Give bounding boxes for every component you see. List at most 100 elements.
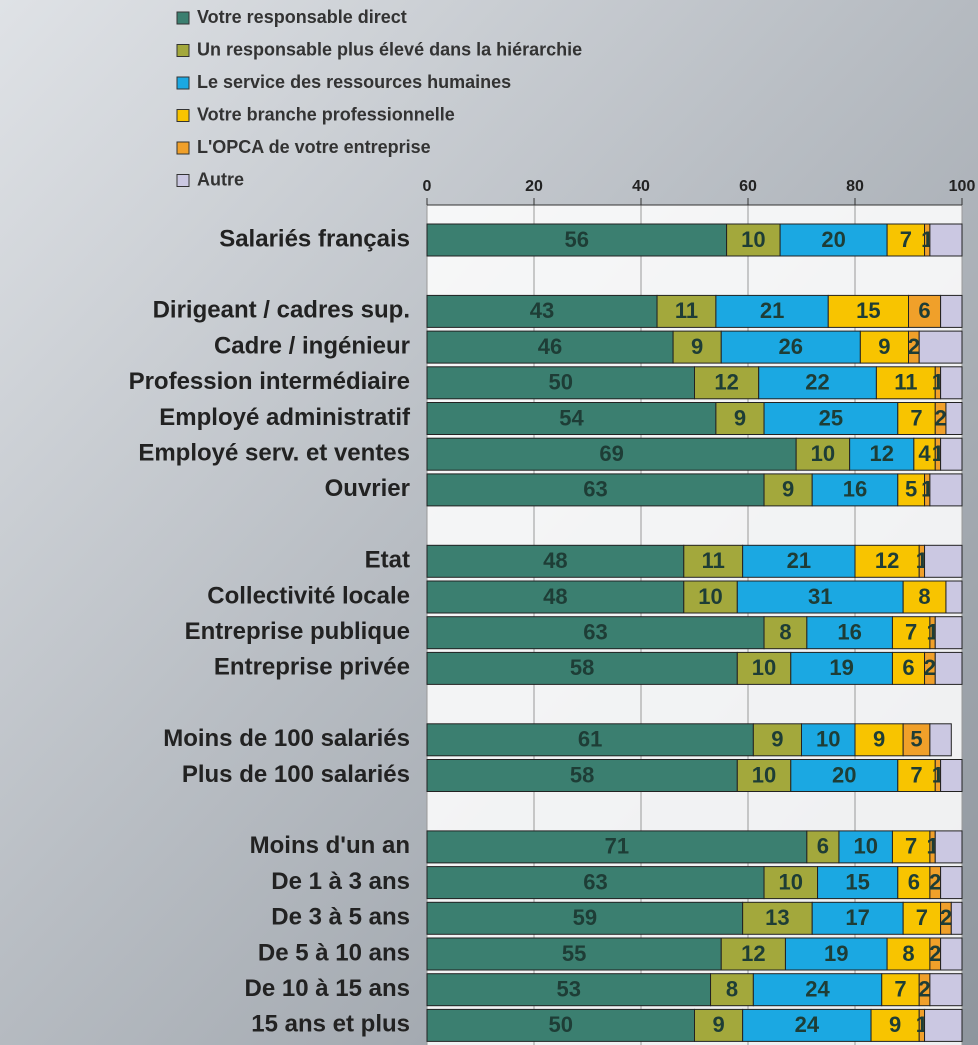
category-label: Employé administratif bbox=[159, 404, 411, 431]
value-label: 63 bbox=[583, 620, 607, 645]
value-label: 4 bbox=[918, 441, 931, 466]
value-label: 6 bbox=[902, 655, 914, 680]
category-label: Entreprise publique bbox=[185, 618, 410, 645]
bar-segment bbox=[946, 581, 962, 613]
value-label: 48 bbox=[543, 548, 567, 573]
category-label: Dirigeant / cadres sup. bbox=[153, 297, 410, 324]
category-label: Plus de 100 salariés bbox=[182, 761, 410, 788]
value-label: 56 bbox=[565, 227, 589, 252]
value-label: 7 bbox=[916, 905, 928, 930]
category-label: Etat bbox=[365, 547, 410, 574]
value-label: 21 bbox=[760, 298, 784, 323]
legend-swatch bbox=[177, 45, 189, 57]
value-label: 9 bbox=[691, 334, 703, 359]
value-label: 22 bbox=[805, 370, 829, 395]
bar-segment bbox=[930, 974, 962, 1006]
value-label: 12 bbox=[875, 548, 899, 573]
value-label: 7 bbox=[900, 227, 912, 252]
legend-swatch bbox=[177, 12, 189, 24]
value-label: 2 bbox=[929, 941, 941, 966]
category-label: De 5 à 10 ans bbox=[258, 939, 410, 966]
value-label: 16 bbox=[843, 477, 867, 502]
bar-segment bbox=[930, 474, 962, 506]
legend-label: Votre responsable direct bbox=[197, 7, 407, 27]
value-label: 19 bbox=[829, 655, 853, 680]
value-label: 24 bbox=[805, 977, 830, 1002]
legend-label: Le service des ressources humaines bbox=[197, 72, 511, 92]
value-label: 2 bbox=[929, 869, 941, 894]
bar-segment bbox=[919, 331, 962, 363]
category-label: Ouvrier bbox=[325, 475, 410, 502]
value-label: 7 bbox=[905, 834, 917, 859]
bar-segment bbox=[941, 760, 962, 792]
value-label: 7 bbox=[910, 762, 922, 787]
value-label: 12 bbox=[741, 941, 765, 966]
legend-label: L'OPCA de votre entreprise bbox=[197, 137, 431, 157]
value-label: 10 bbox=[816, 727, 840, 752]
value-label: 2 bbox=[924, 655, 936, 680]
value-label: 15 bbox=[845, 869, 869, 894]
value-label: 7 bbox=[905, 620, 917, 645]
category-label: De 3 à 5 ans bbox=[271, 904, 410, 931]
value-label: 7 bbox=[910, 405, 922, 430]
legend-label: Autre bbox=[197, 169, 244, 189]
value-label: 10 bbox=[752, 655, 776, 680]
value-label: 2 bbox=[940, 905, 952, 930]
value-label: 5 bbox=[910, 727, 922, 752]
value-label: 2 bbox=[934, 405, 946, 430]
value-label: 12 bbox=[870, 441, 894, 466]
legend-swatch bbox=[177, 142, 189, 154]
x-tick-label: 0 bbox=[423, 178, 432, 195]
category-label: Employé serv. et ventes bbox=[138, 440, 410, 467]
value-label: 50 bbox=[549, 370, 573, 395]
bar-segment bbox=[930, 724, 951, 756]
bar-segment bbox=[951, 902, 962, 934]
value-label: 10 bbox=[853, 834, 877, 859]
value-label: 10 bbox=[779, 869, 803, 894]
category-label: Profession intermédiaire bbox=[129, 368, 410, 395]
value-label: 9 bbox=[734, 405, 746, 430]
bar-segment bbox=[941, 438, 962, 470]
value-label: 10 bbox=[698, 584, 722, 609]
value-label: 11 bbox=[702, 548, 725, 573]
bar-segment bbox=[941, 867, 962, 899]
value-label: 11 bbox=[894, 370, 917, 395]
value-label: 8 bbox=[918, 584, 930, 609]
value-label: 5 bbox=[905, 477, 917, 502]
category-label: Entreprise privée bbox=[214, 654, 410, 681]
value-label: 25 bbox=[819, 405, 843, 430]
category-label: De 1 à 3 ans bbox=[271, 868, 410, 895]
value-label: 20 bbox=[832, 762, 856, 787]
value-label: 53 bbox=[557, 977, 581, 1002]
value-label: 6 bbox=[918, 298, 930, 323]
bar-segment bbox=[925, 1009, 962, 1041]
legend-label: Un responsable plus élevé dans la hiérar… bbox=[197, 39, 582, 59]
value-label: 54 bbox=[559, 405, 584, 430]
bar-segment bbox=[925, 545, 962, 577]
value-label: 46 bbox=[538, 334, 562, 359]
legend-swatch bbox=[177, 77, 189, 89]
value-label: 6 bbox=[817, 834, 829, 859]
value-label: 69 bbox=[599, 441, 623, 466]
bar-segment bbox=[935, 617, 962, 649]
category-label: Moins d'un an bbox=[250, 832, 410, 859]
value-label: 63 bbox=[583, 477, 607, 502]
value-label: 71 bbox=[605, 834, 629, 859]
category-label: Cadre / ingénieur bbox=[214, 332, 410, 359]
value-label: 17 bbox=[845, 905, 869, 930]
value-label: 16 bbox=[837, 620, 861, 645]
value-label: 63 bbox=[583, 869, 607, 894]
category-label: Salariés français bbox=[219, 225, 410, 252]
value-label: 10 bbox=[811, 441, 835, 466]
value-label: 11 bbox=[675, 298, 698, 323]
bar-segment bbox=[935, 652, 962, 684]
value-label: 8 bbox=[902, 941, 914, 966]
value-label: 26 bbox=[779, 334, 803, 359]
category-label: Moins de 100 salariés bbox=[163, 725, 410, 752]
value-label: 8 bbox=[726, 977, 738, 1002]
bar-segment bbox=[941, 938, 962, 970]
value-label: 2 bbox=[908, 334, 920, 359]
value-label: 9 bbox=[771, 727, 783, 752]
value-label: 6 bbox=[908, 869, 920, 894]
category-label: De 10 à 15 ans bbox=[245, 975, 410, 1002]
